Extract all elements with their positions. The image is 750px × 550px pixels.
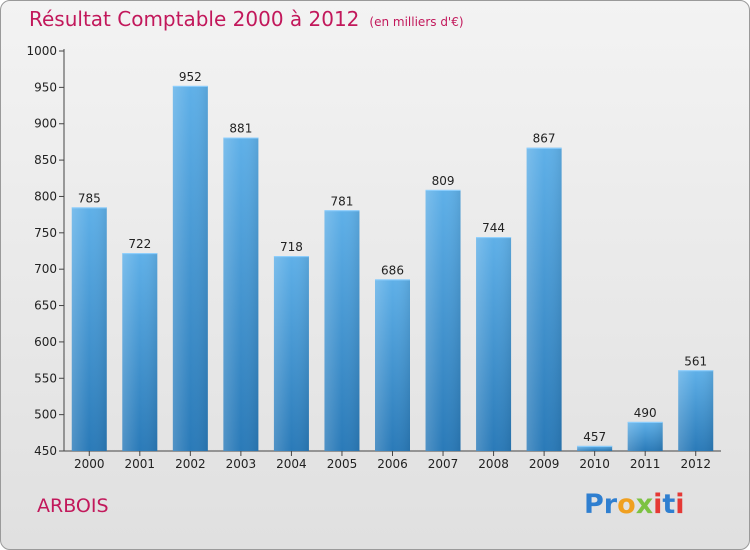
data-label-2006: 686 xyxy=(381,263,404,277)
y-tick-label-450: 450 xyxy=(34,444,57,458)
chart-title-main: Résultat Comptable 2000 à 2012 xyxy=(29,7,360,31)
y-tick-label-1000: 1000 xyxy=(26,44,57,58)
logo-letter-4: i xyxy=(653,489,663,520)
bar-shade-2006 xyxy=(375,279,410,451)
y-tick-label-650: 650 xyxy=(34,299,57,313)
data-label-2011: 490 xyxy=(634,406,657,420)
place-name: ARBOIS xyxy=(37,495,109,517)
bar-shade-2010 xyxy=(577,445,613,451)
data-label-2004: 718 xyxy=(280,240,303,254)
data-label-2001: 722 xyxy=(128,237,151,251)
x-tick-label-2004: 2004 xyxy=(276,457,307,471)
chart-title: Résultat Comptable 2000 à 2012 (en millie… xyxy=(29,7,464,31)
bar-shade-2005 xyxy=(324,210,360,451)
bar-shade-2009 xyxy=(526,147,562,451)
data-label-2009: 867 xyxy=(533,132,556,146)
data-label-2007: 809 xyxy=(432,174,455,188)
bar-shade-2000 xyxy=(71,207,107,451)
data-label-2008: 744 xyxy=(482,221,505,235)
logo-letter-1: r xyxy=(603,489,618,520)
logo-letter-6: i xyxy=(675,489,685,520)
x-tick-label-2010: 2010 xyxy=(579,457,610,471)
bar-shade-2002 xyxy=(172,85,208,451)
data-label-2000: 785 xyxy=(78,191,101,205)
y-tick-label-900: 900 xyxy=(34,117,57,131)
bar-shade-2004 xyxy=(273,256,309,451)
bar-shade-2011 xyxy=(627,421,663,451)
x-tick-label-2006: 2006 xyxy=(377,457,408,471)
y-tick-label-600: 600 xyxy=(34,335,57,349)
proxiti-logo: Proxiti xyxy=(584,489,685,520)
logo-letter-3: x xyxy=(635,489,654,520)
bar-shade-2001 xyxy=(122,253,158,451)
y-tick-label-950: 950 xyxy=(34,80,57,94)
x-tick-label-2011: 2011 xyxy=(630,457,661,471)
data-label-2010: 457 xyxy=(583,430,606,444)
y-tick-label-700: 700 xyxy=(34,262,57,276)
x-tick-label-2012: 2012 xyxy=(680,457,711,471)
y-tick-label-800: 800 xyxy=(34,189,57,203)
chart-subtitle: (en milliers d'€) xyxy=(369,15,464,29)
y-tick-label-500: 500 xyxy=(34,408,57,422)
data-label-2005: 781 xyxy=(331,194,354,208)
x-tick-label-2009: 2009 xyxy=(529,457,560,471)
bar-shade-2003 xyxy=(223,137,259,451)
x-tick-label-2005: 2005 xyxy=(327,457,358,471)
logo-letter-0: P xyxy=(584,489,604,520)
data-label-2012: 561 xyxy=(684,354,707,368)
y-tick-label-750: 750 xyxy=(34,226,57,240)
data-label-2003: 881 xyxy=(229,122,252,136)
x-tick-label-2000: 2000 xyxy=(74,457,105,471)
x-tick-label-2003: 2003 xyxy=(226,457,257,471)
bar-shade-2008 xyxy=(476,237,512,451)
logo-letter-5: t xyxy=(662,489,676,520)
y-tick-label-550: 550 xyxy=(34,371,57,385)
x-tick-label-2008: 2008 xyxy=(478,457,509,471)
y-tick-label-850: 850 xyxy=(34,153,57,167)
bar-shade-2007 xyxy=(425,189,461,451)
x-tick-label-2001: 2001 xyxy=(125,457,156,471)
data-label-2002: 952 xyxy=(179,70,202,84)
x-tick-label-2007: 2007 xyxy=(428,457,459,471)
x-tick-label-2002: 2002 xyxy=(175,457,206,471)
logo-letter-2: o xyxy=(617,489,636,520)
bar-shade-2012 xyxy=(678,370,714,451)
